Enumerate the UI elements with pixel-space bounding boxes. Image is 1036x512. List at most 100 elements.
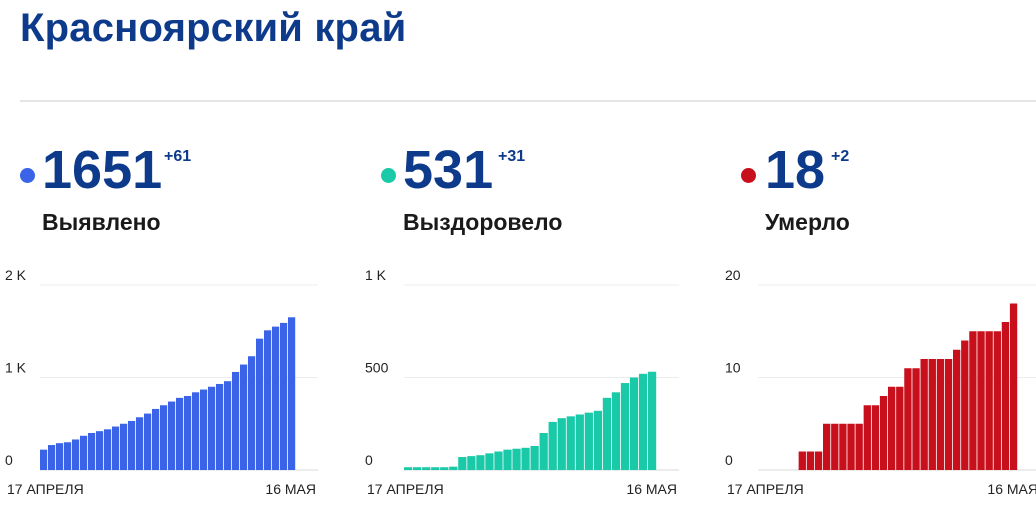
- panel-recovered: 531 +31 Выздоровело 1 K 500 0 17 АПРЕЛЯ 16 М…: [360, 0, 690, 512]
- detected-label: Выявлено: [42, 209, 161, 235]
- recovered-legend-dot: [381, 168, 396, 183]
- y-tick-label: 1 K: [365, 267, 387, 283]
- bar: [413, 467, 422, 470]
- bar: [602, 397, 612, 470]
- bar: [128, 420, 136, 470]
- deaths-delta: +2: [831, 148, 850, 165]
- bar: [863, 405, 871, 470]
- bar: [64, 442, 72, 470]
- bar: [920, 359, 928, 470]
- bar: [985, 331, 993, 470]
- bar: [216, 383, 224, 470]
- bar: [208, 386, 216, 470]
- bar: [467, 456, 476, 471]
- bar: [264, 330, 272, 470]
- bar: [584, 412, 593, 470]
- panel-deaths: 18 +2 Умерло 20 10 0 17 АПРЕЛЯ 16 МАЯ: [720, 0, 1036, 512]
- bar: [638, 373, 648, 470]
- x-start-label: 17 АПРЕЛЯ: [367, 481, 444, 497]
- bar: [120, 423, 128, 470]
- detected-delta: +61: [164, 148, 192, 165]
- bar: [1001, 322, 1010, 470]
- detected-chart: 2 K 1 K 0 17 АПРЕЛЯ 16 МАЯ: [5, 267, 318, 497]
- bar: [404, 467, 413, 470]
- bar: [798, 451, 806, 470]
- bar: [961, 340, 969, 470]
- bar: [232, 371, 240, 470]
- title-divider: [20, 100, 1036, 102]
- bar: [647, 371, 657, 470]
- bar: [476, 455, 485, 470]
- bar: [548, 421, 557, 470]
- bar: [224, 381, 232, 470]
- bar: [871, 405, 880, 470]
- bar: [48, 445, 56, 470]
- y-tick-label: 0: [725, 452, 733, 468]
- bar: [288, 317, 296, 470]
- bar: [248, 356, 256, 470]
- bar: [80, 435, 88, 470]
- bar: [56, 443, 64, 470]
- bar: [912, 368, 920, 470]
- bar: [512, 448, 521, 470]
- page-title: Красноярский край: [20, 6, 407, 50]
- bar: [96, 431, 104, 470]
- bar: [280, 322, 288, 470]
- bar: [831, 423, 839, 470]
- bar: [200, 389, 208, 470]
- bar: [240, 364, 248, 470]
- bar: [104, 429, 112, 470]
- bar: [152, 408, 160, 470]
- y-tick-label: 500: [365, 360, 389, 376]
- bar: [440, 467, 449, 470]
- recovered-label: Выздоровело: [403, 209, 563, 235]
- bar: [422, 467, 431, 470]
- detected-legend-dot: [20, 168, 35, 183]
- y-tick-label: 2 K: [5, 267, 27, 283]
- deaths-value: 18: [765, 140, 826, 200]
- bar: [272, 326, 280, 471]
- bar: [458, 457, 467, 470]
- y-tick-label: 0: [5, 452, 13, 468]
- y-tick-label: 20: [725, 267, 741, 283]
- bar: [969, 331, 977, 470]
- bar: [814, 451, 823, 470]
- bar: [629, 377, 639, 470]
- bar: [896, 386, 904, 470]
- bar: [40, 449, 48, 470]
- bar: [936, 359, 945, 470]
- bar: [847, 423, 855, 470]
- y-tick-label: 1 K: [5, 360, 27, 376]
- bar: [1009, 303, 1018, 470]
- bar: [192, 392, 200, 470]
- bar: [620, 383, 630, 470]
- bar: [823, 423, 831, 470]
- bar: [539, 433, 548, 470]
- bar: [521, 447, 530, 470]
- bar: [431, 467, 440, 470]
- bar: [530, 445, 539, 470]
- bar: [449, 466, 458, 470]
- bar: [176, 397, 184, 470]
- x-end-label: 16 МАЯ: [987, 481, 1036, 497]
- detected-value: 1651: [42, 140, 163, 200]
- bar: [160, 405, 168, 470]
- recovered-value: 531: [403, 140, 494, 200]
- bar: [879, 396, 888, 470]
- bar: [566, 416, 575, 470]
- bar: [72, 439, 80, 470]
- x-end-label: 16 МАЯ: [265, 481, 316, 497]
- bar: [575, 414, 584, 470]
- deaths-legend-dot: [741, 168, 756, 183]
- bar: [904, 368, 912, 470]
- panel-detected: 1651 +61 Выявлено 2 K 1 K 0 17 АПРЕЛЯ 16 МАЯ: [0, 0, 330, 512]
- bar: [953, 349, 961, 470]
- deaths-chart: 20 10 0 17 АПРЕЛЯ 16 МАЯ: [725, 267, 1036, 497]
- bar: [494, 451, 503, 470]
- bar: [944, 359, 953, 470]
- bar: [144, 413, 152, 470]
- x-start-label: 17 АПРЕЛЯ: [7, 481, 84, 497]
- bar: [184, 396, 192, 470]
- deaths-label: Умерло: [765, 209, 850, 235]
- bar: [888, 386, 896, 470]
